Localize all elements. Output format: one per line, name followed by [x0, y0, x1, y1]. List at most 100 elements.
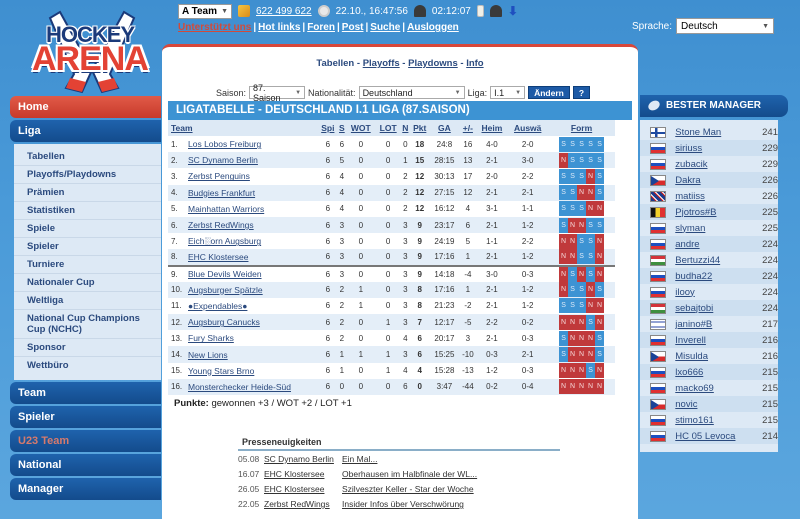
- form-loss-badge[interactable]: N: [577, 217, 587, 233]
- team-link[interactable]: Eich░orn Augsburg: [188, 236, 262, 247]
- help-button[interactable]: ?: [572, 86, 591, 99]
- graduation-cap-icon[interactable]: [489, 5, 502, 17]
- column-header-form[interactable]: Form: [548, 120, 615, 136]
- team-link[interactable]: Blue Devils Weiden: [188, 269, 262, 280]
- form-win-badge[interactable]: S: [568, 185, 578, 201]
- sidebar-item-team[interactable]: Team: [10, 382, 161, 404]
- tab-info[interactable]: Info: [466, 58, 484, 69]
- manager-link[interactable]: HC 05 Levoca: [675, 430, 736, 442]
- form-win-badge[interactable]: S: [559, 136, 569, 152]
- team-link[interactable]: ●Expendables●: [188, 300, 248, 311]
- column-header-pkt[interactable]: Pkt: [409, 120, 430, 136]
- form-loss-badge[interactable]: N: [595, 363, 605, 379]
- sidebar-item-home[interactable]: Home: [10, 96, 161, 118]
- form-loss-badge[interactable]: N: [586, 379, 596, 395]
- form-win-badge[interactable]: S: [568, 282, 578, 298]
- column-header-ga[interactable]: GA: [429, 120, 460, 136]
- form-loss-badge[interactable]: N: [568, 217, 578, 233]
- form-win-badge[interactable]: S: [595, 152, 605, 168]
- team-link[interactable]: Budgies Frankfurt: [188, 187, 256, 198]
- manager-link[interactable]: zubacik: [675, 158, 708, 170]
- press-headline-link[interactable]: Szilveszter Keller - Star der Woche: [342, 484, 474, 494]
- submenu-item-sponsor[interactable]: Sponsor: [14, 339, 161, 357]
- team-link[interactable]: Zerbst RedWings: [188, 220, 254, 231]
- hockey-arena-logo[interactable]: HOCKEY ARENA: [22, 8, 162, 96]
- team-link[interactable]: Augsburger Spätzle: [188, 284, 263, 295]
- search-link[interactable]: Suche: [370, 22, 401, 33]
- form-loss-badge[interactable]: N: [559, 282, 569, 298]
- form-win-badge[interactable]: S: [577, 152, 587, 168]
- form-loss-badge[interactable]: N: [559, 233, 569, 249]
- form-win-badge[interactable]: S: [577, 136, 587, 152]
- form-loss-badge[interactable]: N: [595, 379, 605, 395]
- form-loss-badge[interactable]: N: [559, 314, 569, 330]
- column-header-team[interactable]: Team: [168, 120, 318, 136]
- form-loss-badge[interactable]: N: [577, 330, 587, 346]
- team-link[interactable]: Augsburg Canucks: [188, 317, 260, 328]
- form-loss-badge[interactable]: N: [595, 266, 605, 282]
- form-win-badge[interactable]: S: [595, 330, 605, 346]
- form-loss-badge[interactable]: N: [595, 314, 605, 330]
- submenu-item-nationaler-cup[interactable]: Nationaler Cup: [14, 274, 161, 292]
- form-loss-badge[interactable]: N: [559, 249, 569, 265]
- form-loss-badge[interactable]: N: [586, 168, 596, 184]
- team-link[interactable]: Fury Sharks: [188, 333, 234, 344]
- form-win-badge[interactable]: S: [595, 217, 605, 233]
- form-loss-badge[interactable]: N: [577, 379, 587, 395]
- form-win-badge[interactable]: S: [568, 298, 578, 314]
- download-arrow-icon[interactable]: ⬇: [507, 4, 518, 18]
- form-win-badge[interactable]: S: [586, 363, 596, 379]
- form-win-badge[interactable]: S: [568, 201, 578, 217]
- manager-link[interactable]: janino#B: [675, 318, 713, 330]
- form-loss-badge[interactable]: N: [559, 266, 569, 282]
- manager-link[interactable]: siriuss: [675, 142, 703, 154]
- manager-link[interactable]: ilooy: [675, 286, 695, 298]
- submenu-item-spiele[interactable]: Spiele: [14, 220, 161, 238]
- tab-playoffs[interactable]: Playoffs: [362, 58, 400, 69]
- team-link[interactable]: Young Stars Brno: [188, 365, 255, 376]
- manager-link[interactable]: Misulda: [675, 350, 709, 362]
- form-win-badge[interactable]: S: [577, 298, 587, 314]
- form-loss-badge[interactable]: N: [586, 347, 596, 363]
- manager-link[interactable]: stimo161: [675, 414, 714, 426]
- form-win-badge[interactable]: S: [586, 136, 596, 152]
- form-win-badge[interactable]: S: [586, 217, 596, 233]
- form-win-badge[interactable]: S: [577, 282, 587, 298]
- form-loss-badge[interactable]: N: [577, 347, 587, 363]
- form-win-badge[interactable]: S: [595, 185, 605, 201]
- manager-link[interactable]: Inverell: [675, 334, 706, 346]
- form-win-badge[interactable]: S: [559, 330, 569, 346]
- team-link[interactable]: SC Dynamo Berlin: [188, 155, 258, 166]
- form-win-badge[interactable]: S: [559, 347, 569, 363]
- manager-link[interactable]: sebajtobi: [675, 302, 714, 314]
- clipboard-icon[interactable]: [476, 5, 484, 17]
- form-loss-badge[interactable]: N: [586, 185, 596, 201]
- form-win-badge[interactable]: S: [595, 347, 605, 363]
- sidebar-item-national[interactable]: National: [10, 454, 161, 476]
- press-headline-link[interactable]: Insider Infos über Verschwörung: [342, 499, 464, 509]
- form-win-badge[interactable]: S: [568, 136, 578, 152]
- form-win-badge[interactable]: S: [586, 266, 596, 282]
- form-win-badge[interactable]: S: [586, 249, 596, 265]
- team-link[interactable]: Zerbst Penguins: [188, 171, 250, 182]
- form-loss-badge[interactable]: N: [595, 298, 605, 314]
- form-loss-badge[interactable]: N: [577, 363, 587, 379]
- form-loss-badge[interactable]: N: [568, 363, 578, 379]
- submenu-item-tabellen[interactable]: Tabellen: [14, 148, 161, 166]
- form-loss-badge[interactable]: N: [586, 201, 596, 217]
- form-win-badge[interactable]: S: [577, 233, 587, 249]
- form-loss-badge[interactable]: N: [559, 363, 569, 379]
- form-win-badge[interactable]: S: [577, 168, 587, 184]
- form-loss-badge[interactable]: N: [586, 298, 596, 314]
- tab-tabellen[interactable]: Tabellen: [316, 58, 355, 69]
- hot-links-link[interactable]: Hot links: [258, 22, 301, 33]
- team-link[interactable]: New Lions: [188, 349, 228, 360]
- form-loss-badge[interactable]: N: [586, 330, 596, 346]
- form-loss-badge[interactable]: N: [577, 185, 587, 201]
- manager-link[interactable]: Stone Man: [675, 126, 722, 138]
- manager-link[interactable]: slyman: [675, 222, 706, 234]
- nationality-select[interactable]: Deutschland ▼: [358, 86, 465, 99]
- form-loss-badge[interactable]: N: [586, 282, 596, 298]
- submenu-item-playoffs[interactable]: Playoffs/Playdowns: [14, 166, 161, 184]
- money-link[interactable]: 622 499 622: [256, 5, 312, 17]
